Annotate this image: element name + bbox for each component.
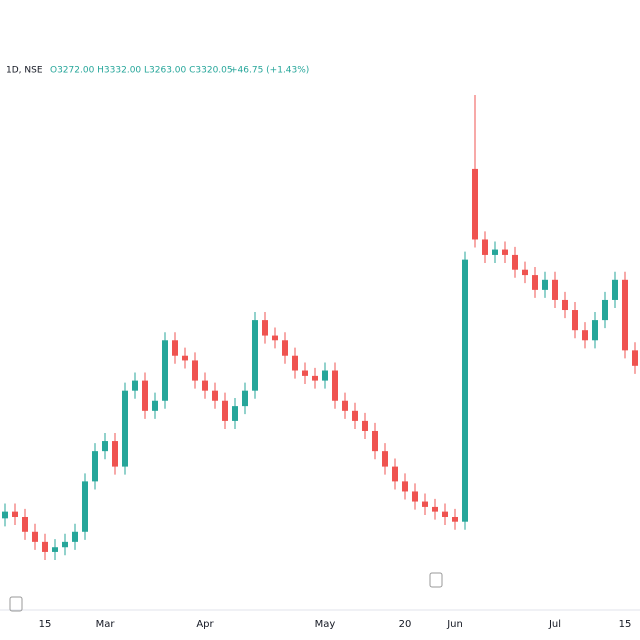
candle-body [272, 335, 278, 341]
candle-body [122, 390, 128, 467]
candle-body [322, 370, 328, 381]
candle-body [392, 466, 398, 482]
candle-body [292, 355, 298, 371]
event-icon[interactable] [9, 596, 23, 612]
symbol: 1D, NSE [6, 66, 43, 76]
candle-body [52, 547, 58, 552]
x-tick-label: 15 [619, 619, 632, 630]
candle-body [462, 259, 468, 522]
candle-body [162, 340, 168, 401]
candle-body [282, 340, 288, 356]
candle-body [22, 516, 28, 532]
candle-body [232, 406, 238, 421]
candle-body [112, 441, 118, 467]
x-tick-label: 15 [39, 619, 52, 630]
candle-body [12, 511, 18, 517]
x-tick-label: May [315, 619, 336, 630]
candle-body [72, 531, 78, 542]
candle-body [402, 481, 408, 492]
candle-body [362, 420, 368, 431]
candle-body [472, 168, 478, 240]
candle-body [242, 390, 248, 407]
candle-body [312, 375, 318, 381]
candle-body [352, 410, 358, 421]
candle-body [542, 279, 548, 290]
candle-body [142, 380, 148, 411]
x-tick-label: Jun [446, 619, 463, 630]
ohlc: O3272.00 H3332.00 L3263.00 C3320.05 [50, 66, 233, 76]
candle-body [492, 249, 498, 255]
candle-body [82, 481, 88, 532]
candle-body [342, 400, 348, 411]
candle-body [612, 279, 618, 300]
candle-body [572, 310, 578, 331]
candle-body [222, 400, 228, 421]
candle-body [102, 441, 108, 452]
candle-body [452, 516, 458, 522]
candle-body [152, 400, 158, 411]
candle-body [422, 501, 428, 507]
candle-body [502, 249, 508, 255]
candle-body [212, 390, 218, 401]
candle-body [622, 279, 628, 351]
candle-body [262, 320, 268, 336]
candle-body [202, 380, 208, 391]
candle-body [632, 350, 638, 366]
candle-body [132, 380, 138, 391]
event-icon[interactable] [429, 572, 443, 588]
candle-body [522, 269, 528, 276]
candle-body [252, 320, 258, 391]
candle-body [182, 355, 188, 361]
candle-body [432, 506, 438, 512]
candle-body [482, 239, 488, 255]
candle-body [62, 541, 68, 548]
candle-body [42, 541, 48, 552]
x-tick-label: 20 [399, 619, 412, 630]
candle-body [2, 511, 8, 519]
candle-body [512, 254, 518, 270]
candle-body [32, 531, 38, 542]
candle-body [532, 275, 538, 290]
candle-body [92, 451, 98, 482]
candle-body [412, 491, 418, 502]
candle-body [552, 279, 558, 300]
candle-body [172, 340, 178, 356]
change: +46.75 (+1.43%) [230, 66, 309, 76]
candle-body [592, 320, 598, 341]
candle-body [562, 299, 568, 311]
candle-body [302, 370, 308, 376]
candle-body [442, 511, 448, 517]
candle-body [602, 299, 608, 321]
candle-body [192, 360, 198, 381]
x-tick-label: Mar [96, 619, 116, 630]
candle-body [382, 451, 388, 467]
x-tick-label: Apr [196, 619, 214, 630]
candle-body [332, 370, 338, 401]
candle-body [372, 430, 378, 452]
x-tick-label: Jul [548, 619, 561, 630]
candle-body [582, 330, 588, 341]
